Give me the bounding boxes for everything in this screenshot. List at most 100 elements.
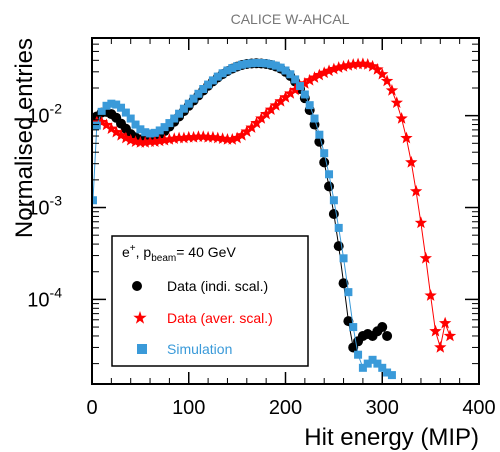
point-simulation [223, 66, 232, 75]
point-simulation [383, 368, 392, 377]
point-data-aver-scal [337, 59, 350, 72]
point-simulation [373, 359, 382, 368]
point-data-aver-scal [274, 94, 287, 107]
point-simulation [92, 196, 97, 205]
point-data-indi-scal [319, 157, 330, 168]
point-simulation [228, 64, 237, 73]
point-simulation [310, 114, 319, 123]
point-simulation [296, 82, 305, 91]
point-data-aver-scal [269, 98, 283, 111]
point-simulation [325, 170, 334, 179]
x-tick-label: 0 [86, 397, 97, 419]
point-data-aver-scal [255, 112, 268, 124]
point-simulation [194, 89, 203, 98]
y-tick-exponent: -3 [50, 193, 63, 209]
point-data-aver-scal [395, 112, 408, 124]
legend-title-sub: beam [151, 253, 176, 264]
point-simulation [387, 371, 396, 380]
point-data-aver-scal [303, 73, 316, 86]
legend-title: e+, pbeam= 40 GeV [122, 243, 236, 264]
point-simulation [252, 58, 261, 67]
point-data-aver-scal [182, 130, 195, 143]
point-simulation [271, 61, 280, 70]
point-data-aver-scal [279, 90, 292, 103]
point-simulation [136, 125, 145, 134]
point-simulation [189, 94, 198, 103]
x-tick-label: 400 [462, 397, 495, 419]
point-simulation [320, 149, 329, 158]
series-data-aver-scal [92, 57, 457, 353]
point-data-aver-scal [124, 133, 137, 146]
point-data-aver-scal [226, 132, 239, 145]
point-simulation [257, 59, 266, 68]
point-data-indi-scal [377, 322, 388, 333]
point-data-aver-scal [163, 132, 176, 145]
point-simulation [126, 114, 135, 123]
point-data-aver-scal [119, 131, 133, 144]
point-simulation [247, 59, 256, 68]
legend-title-prefix: e [122, 244, 130, 260]
legend-title-suffix: = 40 GeV [176, 244, 236, 260]
point-simulation [233, 62, 242, 71]
point-simulation [146, 129, 155, 138]
point-data-aver-scal [313, 68, 326, 81]
point-data-aver-scal [390, 96, 403, 109]
legend-title-sup: + [130, 243, 136, 254]
legend-marker-data-aver [133, 311, 147, 324]
point-data-aver-scal [187, 130, 200, 143]
point-simulation [334, 223, 343, 232]
point-data-aver-scal [259, 107, 273, 120]
point-data-aver-scal [250, 116, 263, 129]
point-data-aver-scal [153, 134, 166, 147]
point-data-aver-scal [361, 58, 374, 70]
point-data-aver-scal [284, 87, 297, 99]
point-simulation [329, 196, 338, 205]
point-simulation [315, 130, 324, 139]
point-data-aver-scal [235, 128, 249, 141]
point-simulation [237, 60, 246, 69]
point-simulation [354, 350, 363, 359]
point-data-aver-scal [405, 155, 418, 168]
point-simulation [368, 355, 377, 364]
point-simulation [204, 80, 213, 89]
legend-label-data-indi: Data (indi. scal.) [167, 278, 268, 294]
point-simulation [175, 109, 184, 118]
point-data-aver-scal [342, 58, 355, 71]
point-simulation [208, 76, 217, 85]
point-simulation [213, 72, 222, 81]
point-data-aver-scal [347, 58, 360, 70]
point-data-indi-scal [382, 330, 393, 341]
point-simulation [170, 114, 179, 123]
point-data-aver-scal [172, 131, 186, 144]
point-simulation [184, 99, 193, 108]
chart-header: CALICE W-AHCAL [231, 11, 350, 27]
point-data-aver-scal [168, 132, 181, 145]
point-data-aver-scal [148, 135, 162, 147]
point-data-aver-scal [134, 136, 147, 148]
point-data-aver-scal [385, 83, 399, 96]
point-simulation [199, 84, 208, 93]
point-data-aver-scal [139, 136, 152, 148]
y-tick-label: 10-4 [27, 284, 62, 311]
point-data-aver-scal [322, 64, 336, 77]
point-data-aver-scal [100, 118, 113, 131]
point-data-aver-scal [351, 57, 365, 70]
point-data-aver-scal [95, 115, 108, 128]
point-simulation [276, 63, 285, 72]
point-data-aver-scal [409, 184, 423, 197]
x-tick-label: 200 [269, 397, 302, 419]
point-data-aver-scal [230, 131, 244, 144]
point-simulation [155, 126, 164, 135]
y-tick-exponent: -2 [50, 101, 63, 117]
point-data-aver-scal [192, 130, 205, 142]
legend-label-simulation: Simulation [167, 341, 232, 357]
point-data-aver-scal [143, 135, 157, 147]
point-simulation [107, 99, 116, 108]
point-data-aver-scal [110, 125, 123, 138]
point-simulation [378, 363, 387, 372]
point-simulation [363, 359, 372, 368]
point-simulation [300, 90, 309, 99]
point-simulation [242, 59, 251, 68]
point-data-aver-scal [380, 74, 394, 87]
